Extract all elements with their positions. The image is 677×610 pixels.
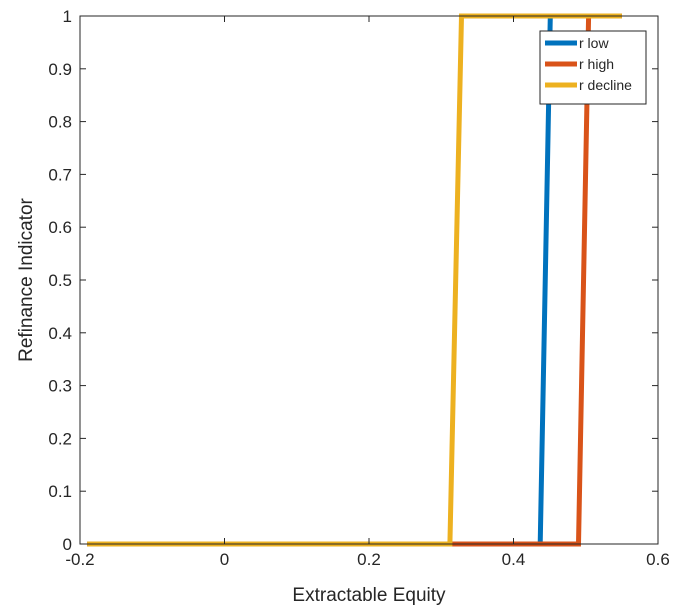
y-tick-label: 1 [63,7,72,26]
axes: -0.2 0 0.2 0.4 0.600.10.20.30.40.50.60.70.80… [48,7,669,569]
y-tick-label: 0.3 [48,377,72,396]
y-tick-label: 0.7 [48,165,72,184]
y-tick-label: 0 [63,535,72,554]
legend-label: r high [579,56,614,72]
y-tick-label: 0.9 [48,60,72,79]
y-tick-label: 0.6 [48,218,72,237]
x-tick-label: 0.2 [357,550,381,569]
legend[interactable]: r low r high r decline [539,30,647,105]
y-tick-label: 0.1 [48,482,72,501]
y-axis-label: Refinance Indicator [16,197,37,361]
legend-label: r low [579,35,609,51]
y-tick-label: 0.8 [48,113,72,132]
y-tick-label: 0.2 [48,429,72,448]
y-tick-label: 0.4 [48,324,72,343]
y-tick-label: 0.5 [48,271,72,290]
legend-label: r decline [579,77,632,93]
x-tick-label: -0.2 [65,550,94,569]
x-tick-label: 0 [220,550,229,569]
x-tick-label: 0.6 [646,550,670,569]
x-axis-label: Extractable Equity [292,585,446,606]
x-tick-label: 0.4 [502,550,526,569]
